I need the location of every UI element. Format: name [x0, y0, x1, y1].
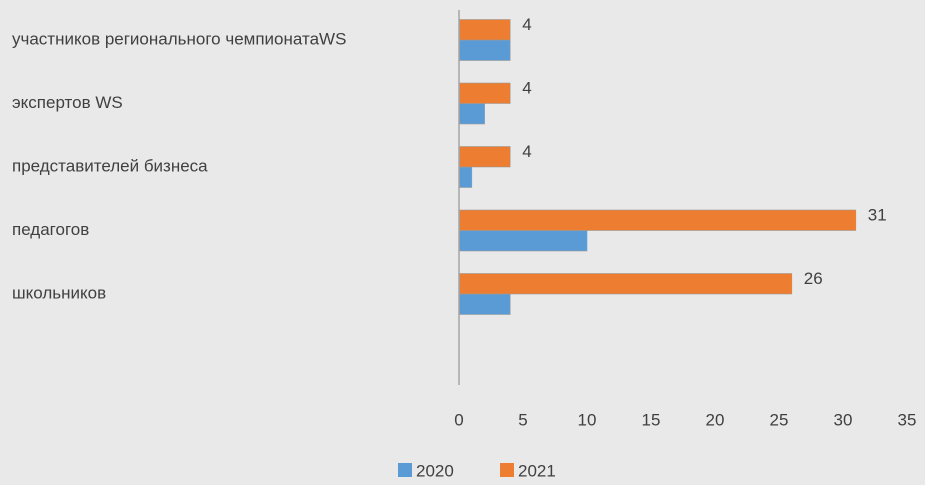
x-tick-label: 25	[770, 410, 789, 429]
y-tick-label: участников регионального чемпионатаWS	[12, 29, 346, 48]
legend-swatch	[398, 463, 412, 477]
y-tick-label: школьников	[12, 283, 106, 302]
x-tick-label: 0	[454, 410, 463, 429]
bar	[458, 166, 473, 188]
x-tick-label: 30	[834, 410, 853, 429]
x-tick-label: 20	[706, 410, 725, 429]
bar	[458, 209, 857, 231]
data-label: 4	[522, 15, 531, 34]
bar	[458, 293, 511, 315]
y-tick-label: педагогов	[12, 220, 89, 239]
data-label: 4	[522, 79, 531, 98]
bar	[458, 39, 511, 61]
bar	[458, 273, 793, 295]
data-label: 26	[804, 269, 823, 288]
y-tick-label: представителей бизнеса	[12, 156, 208, 175]
y-tick-label: экспертов WS	[12, 93, 123, 112]
data-label: 4	[522, 142, 531, 161]
data-label: 31	[868, 206, 887, 225]
x-tick-label: 15	[642, 410, 661, 429]
bar	[458, 103, 485, 125]
legend-label: 2021	[518, 461, 556, 480]
bar	[458, 230, 588, 252]
bar	[458, 146, 511, 168]
x-tick-label: 10	[578, 410, 597, 429]
legend-label: 2020	[416, 461, 454, 480]
bar	[458, 82, 511, 104]
x-tick-label: 35	[898, 410, 917, 429]
bar	[458, 19, 511, 41]
x-tick-label: 5	[518, 410, 527, 429]
legend-swatch	[500, 463, 514, 477]
